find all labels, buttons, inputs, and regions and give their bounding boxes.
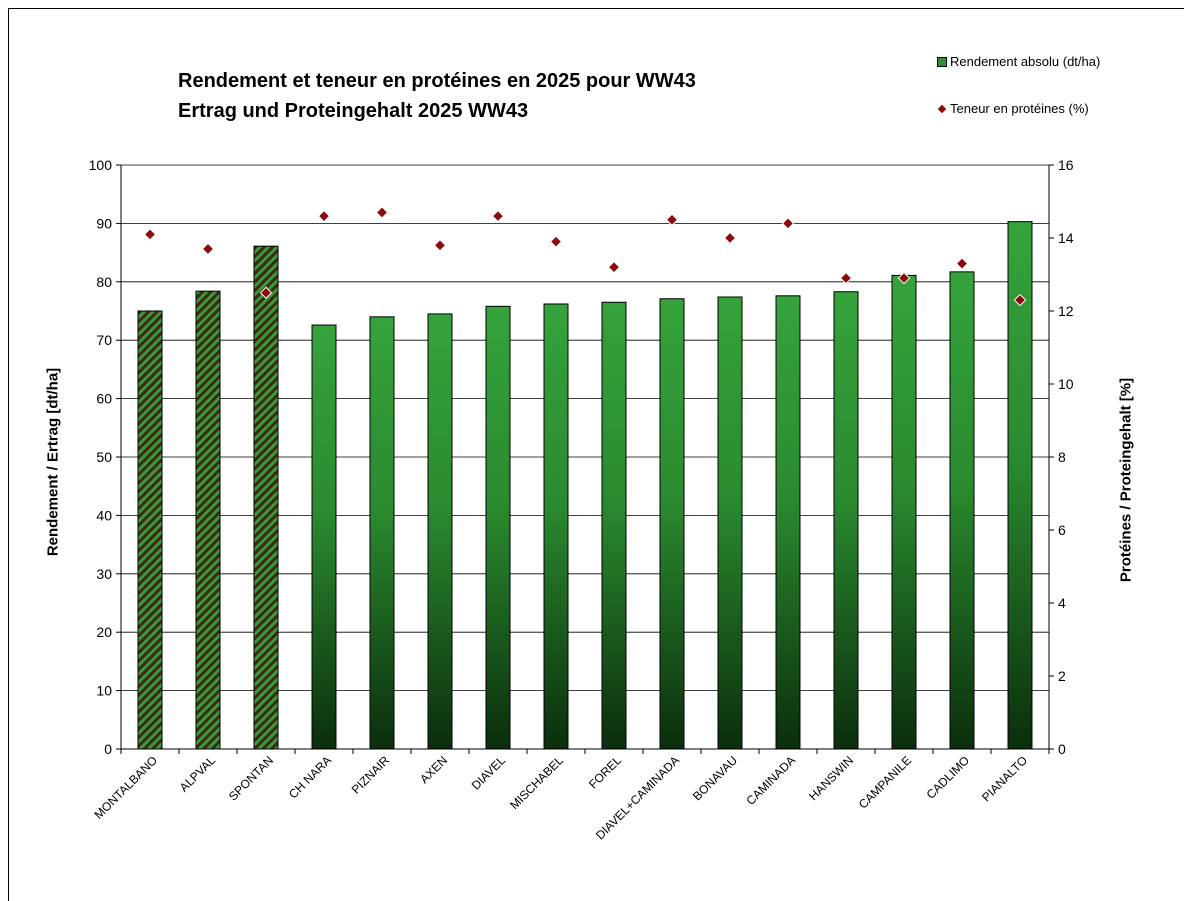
protein-point-hanswin: [839, 271, 853, 285]
protein-point-campanile: [897, 271, 911, 285]
x-tick-label: HANSWIN: [806, 753, 856, 803]
protein-point-spontan: [259, 286, 273, 299]
bar-mischabel: [543, 303, 569, 750]
protein-point-axen: [433, 239, 447, 252]
bar-diavel: [485, 305, 511, 750]
chart-subtitle: Ertrag und Proteingehalt 2025 WW43: [178, 100, 529, 122]
x-tick-label: CAMINADA: [743, 753, 798, 808]
x-tick-label: SPONTAN: [226, 753, 276, 803]
y2-tick-label: 2: [1058, 668, 1066, 684]
protein-point-forel: [607, 260, 621, 274]
x-tick-label: FOREL: [586, 753, 624, 791]
legend-label-protein: Teneur en protéines (%): [950, 101, 1089, 116]
protein-point-bonavau: [723, 231, 737, 245]
protein-point-diavel-caminada: [665, 213, 679, 226]
y2-tick-label: 12: [1058, 303, 1074, 319]
bar-bonavau: [717, 296, 743, 750]
chart-title: Rendement et teneur en protéines en 2025…: [178, 70, 696, 92]
bar-alpval: [195, 290, 221, 750]
y-tick-label: 80: [96, 274, 112, 290]
y2-tick-label: 10: [1058, 376, 1074, 392]
bar-ch-nara: [311, 324, 337, 750]
y2-tick-label: 14: [1058, 230, 1074, 246]
bar-axen: [427, 313, 453, 750]
x-tick-label: AXEN: [417, 753, 450, 786]
y-tick-label: 40: [96, 507, 112, 523]
bar-hanswin: [833, 291, 859, 750]
bar-cadlimo: [949, 271, 975, 750]
bar-diavel-caminada: [659, 298, 685, 750]
y-tick-label: 0: [104, 741, 112, 757]
protein-point-mischabel: [549, 235, 563, 248]
legend-item-protein: Teneur en protéines (%): [937, 101, 1089, 116]
protein-point-pianalto: [1013, 293, 1027, 307]
x-tick-label: CAMPANILE: [856, 753, 914, 811]
bar-forel: [601, 301, 627, 750]
x-tick-label: CH NARA: [286, 753, 334, 801]
y-tick-label: 60: [96, 391, 112, 407]
x-tick-label: BONAVAU: [690, 753, 740, 803]
bar-spontan: [253, 245, 279, 750]
bar-montalbano: [137, 310, 163, 750]
protein-point-cadlimo: [955, 257, 969, 270]
y-tick-label: 90: [96, 215, 112, 231]
y-tick-label: 20: [96, 624, 112, 640]
x-tick-label: PIANALTO: [979, 753, 1030, 804]
protein-point-piznair: [375, 206, 389, 219]
bar-campanile: [891, 274, 917, 750]
legend-item-yield: Rendement absolu (dt/ha): [937, 54, 1100, 69]
bar-piznair: [369, 316, 395, 750]
bar-caminada: [775, 295, 801, 750]
y-tick-label: 10: [96, 683, 112, 699]
y-tick-label: 50: [96, 449, 112, 465]
protein-point-caminada: [781, 217, 795, 230]
protein-point-alpval: [201, 242, 215, 256]
y2-tick-label: 0: [1058, 741, 1066, 757]
y-tick-label: 70: [96, 332, 112, 348]
x-tick-label: MISCHABEL: [507, 753, 566, 812]
y-tick-label: 100: [89, 157, 113, 173]
protein-point-montalbano: [143, 228, 157, 241]
y2-tick-label: 8: [1058, 449, 1066, 465]
x-tick-label: CADLIMO: [924, 753, 973, 802]
legend-label-yield: Rendement absolu (dt/ha): [950, 54, 1101, 69]
y2-tick-label: 6: [1058, 522, 1066, 538]
protein-point-ch-nara: [317, 209, 331, 223]
x-tick-label: DIAVEL: [469, 753, 509, 793]
protein-point-diavel: [491, 209, 505, 223]
legend-bar-swatch: [937, 56, 947, 67]
y2-tick-label: 4: [1058, 595, 1066, 611]
x-tick-label: MONTALBANO: [91, 753, 160, 822]
y-tick-label: 30: [96, 566, 112, 582]
bar-pianalto: [1007, 221, 1033, 750]
y2-tick-label: 16: [1058, 157, 1074, 173]
x-tick-label: ALPVAL: [177, 753, 219, 795]
chart-frame: [8, 8, 1184, 901]
x-tick-label: PIZNAIR: [349, 753, 393, 797]
